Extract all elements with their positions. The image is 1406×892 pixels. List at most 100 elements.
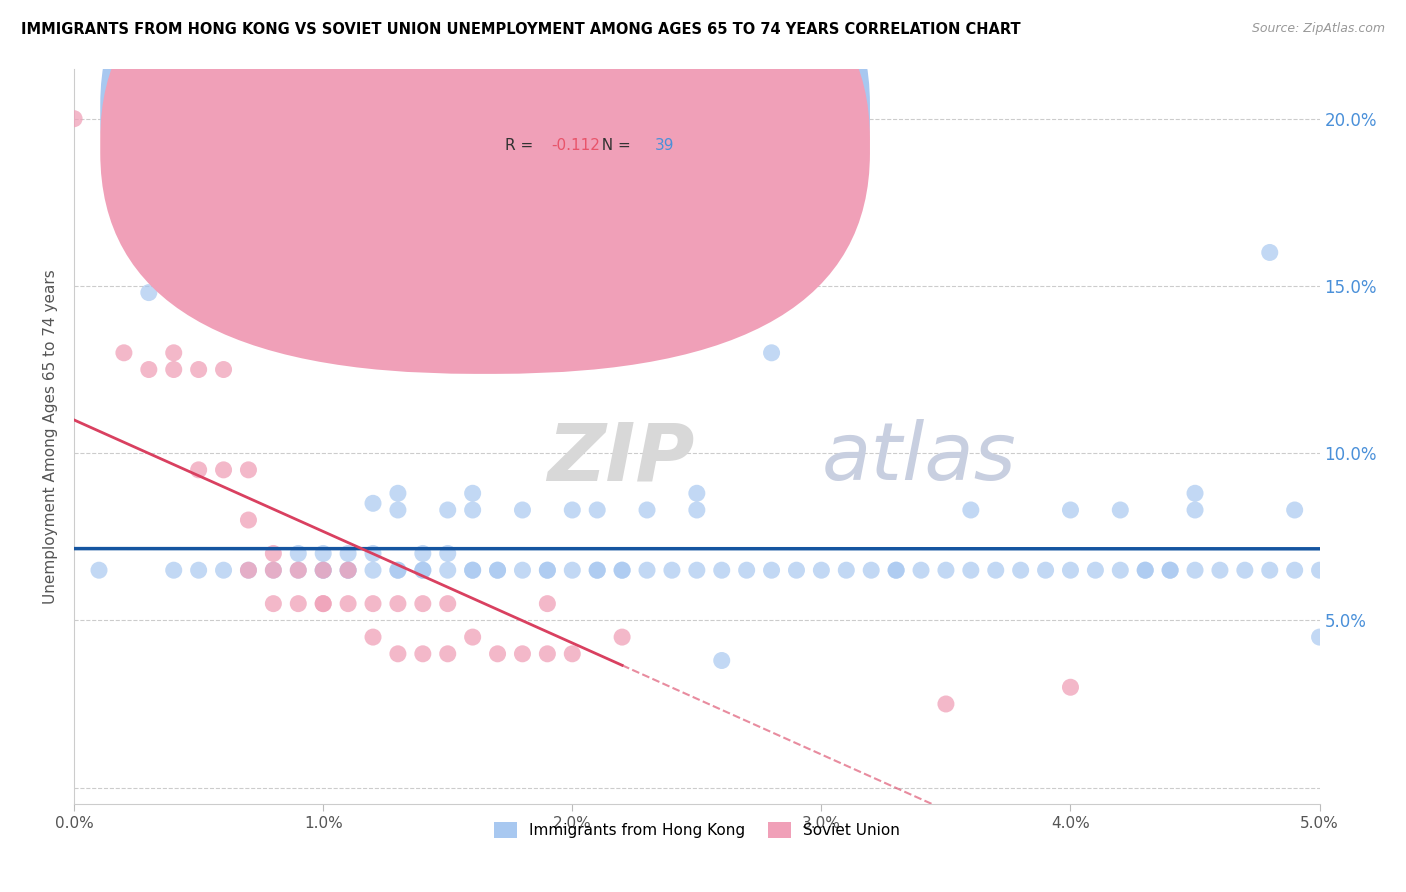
Point	[412, 563, 434, 577]
Point	[187, 563, 209, 577]
Point	[436, 597, 458, 611]
Point	[935, 563, 957, 577]
Point	[461, 503, 484, 517]
Point	[387, 486, 409, 500]
Point	[486, 563, 509, 577]
Point	[361, 546, 384, 560]
Text: ZIP: ZIP	[547, 419, 695, 498]
Point	[163, 362, 186, 376]
Point	[361, 630, 384, 644]
Point	[312, 563, 335, 577]
Point	[187, 362, 209, 376]
Point	[536, 597, 558, 611]
Point	[387, 503, 409, 517]
Point	[238, 513, 260, 527]
Point	[436, 546, 458, 560]
Point	[512, 563, 534, 577]
Point	[387, 647, 409, 661]
Point	[686, 486, 709, 500]
Point	[337, 563, 360, 577]
Point	[138, 362, 160, 376]
Point	[536, 563, 558, 577]
Point	[461, 563, 484, 577]
Point	[312, 597, 335, 611]
Point	[1184, 563, 1206, 577]
Point	[412, 597, 434, 611]
Text: -0.008: -0.008	[551, 103, 600, 119]
Point	[884, 563, 907, 577]
Point	[287, 563, 309, 577]
Point	[412, 647, 434, 661]
Point	[1284, 503, 1306, 517]
Point	[561, 647, 583, 661]
Point	[636, 563, 658, 577]
Point	[860, 563, 883, 577]
Point	[1159, 563, 1181, 577]
Point	[1233, 563, 1256, 577]
Point	[561, 503, 583, 517]
Text: -0.112: -0.112	[551, 138, 600, 153]
Point	[312, 563, 335, 577]
Point	[1209, 563, 1232, 577]
Point	[387, 563, 409, 577]
Point	[1059, 680, 1081, 694]
Point	[486, 647, 509, 661]
Point	[586, 563, 609, 577]
Point	[238, 563, 260, 577]
Point	[87, 563, 110, 577]
Point	[138, 285, 160, 300]
Point	[461, 563, 484, 577]
Text: Source: ZipAtlas.com: Source: ZipAtlas.com	[1251, 22, 1385, 36]
Point	[1135, 563, 1157, 577]
Point	[636, 503, 658, 517]
Point	[361, 563, 384, 577]
Legend: Immigrants from Hong Kong, Soviet Union: Immigrants from Hong Kong, Soviet Union	[488, 816, 905, 845]
Point	[1010, 563, 1032, 577]
Point	[163, 346, 186, 360]
Point	[1059, 503, 1081, 517]
Point	[312, 546, 335, 560]
Point	[387, 597, 409, 611]
Point	[387, 563, 409, 577]
Point	[536, 647, 558, 661]
Point	[835, 563, 858, 577]
Point	[512, 503, 534, 517]
Point	[686, 503, 709, 517]
FancyBboxPatch shape	[100, 0, 870, 339]
Point	[959, 503, 981, 517]
Point	[412, 563, 434, 577]
FancyBboxPatch shape	[100, 0, 870, 374]
Text: N =: N =	[592, 103, 636, 119]
Point	[436, 503, 458, 517]
Point	[710, 563, 733, 577]
Point	[586, 563, 609, 577]
Point	[262, 597, 284, 611]
Point	[1035, 563, 1057, 577]
Point	[312, 563, 335, 577]
Point	[661, 563, 683, 577]
Point	[212, 362, 235, 376]
Y-axis label: Unemployment Among Ages 65 to 74 years: Unemployment Among Ages 65 to 74 years	[44, 269, 58, 604]
Point	[361, 597, 384, 611]
Point	[1084, 563, 1107, 577]
Point	[1135, 563, 1157, 577]
Point	[337, 597, 360, 611]
Point	[238, 563, 260, 577]
Point	[337, 563, 360, 577]
Point	[238, 463, 260, 477]
FancyBboxPatch shape	[451, 72, 738, 175]
Point	[1059, 563, 1081, 577]
Text: atlas: atlas	[821, 419, 1017, 498]
Text: 39: 39	[654, 138, 673, 153]
Point	[735, 563, 758, 577]
Point	[262, 563, 284, 577]
Point	[212, 463, 235, 477]
Point	[461, 486, 484, 500]
Point	[536, 563, 558, 577]
Point	[512, 647, 534, 661]
Point	[1109, 503, 1132, 517]
Point	[610, 630, 633, 644]
Point	[761, 346, 783, 360]
Point	[1284, 563, 1306, 577]
Point	[436, 647, 458, 661]
